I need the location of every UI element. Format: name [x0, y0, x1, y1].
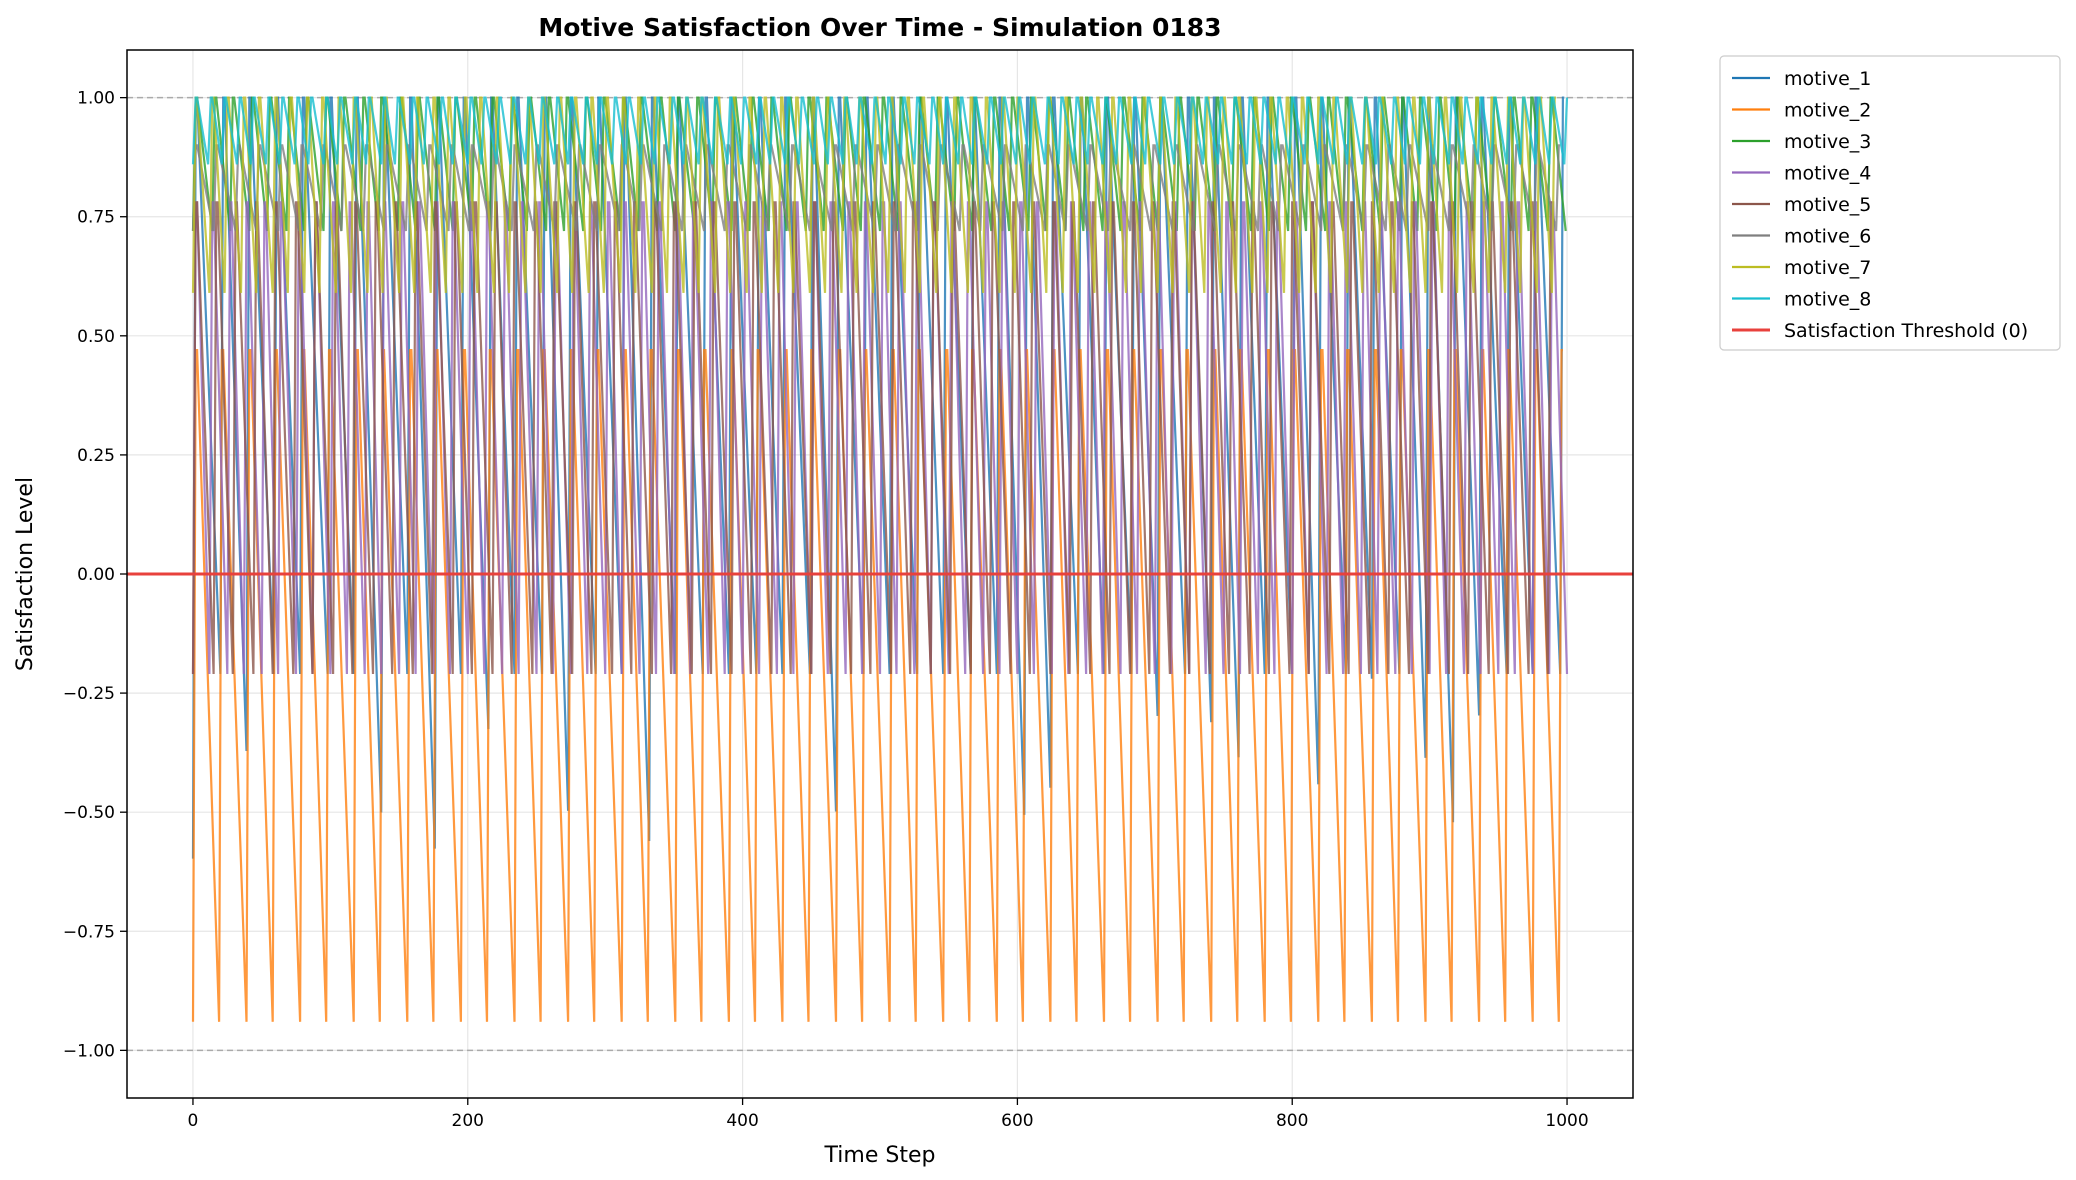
x-tick-label: 1000: [1545, 1111, 1588, 1131]
series-line-motive_2: [191, 349, 1563, 1022]
y-tick-label: −0.50: [63, 803, 115, 823]
y-axis-ticks: 1.00 0.75 0.50 0.25 0.00 −0.25 −0.50 −0.75 −1.00: [63, 89, 127, 1061]
series-lines: [191, 96, 1569, 1022]
y-tick-label: −0.25: [63, 684, 115, 704]
y-tick-label: 0.50: [77, 327, 115, 347]
legend-label: motive_3: [1784, 131, 1871, 153]
legend-label: Satisfaction Threshold (0): [1784, 320, 2028, 342]
y-tick-label: 0.00: [77, 565, 115, 585]
legend-label: motive_7: [1784, 257, 1871, 279]
y-tick-label: −0.75: [63, 922, 115, 942]
y-tick-label: 0.25: [77, 446, 115, 466]
x-tick-label: 0: [188, 1111, 199, 1131]
series-line-motive_8: [191, 96, 1569, 165]
x-axis-ticks: 0 200 400 600 800 1000: [188, 1098, 1589, 1131]
x-tick-label: 400: [726, 1111, 758, 1131]
chart-title: Motive Satisfaction Over Time - Simulati…: [538, 13, 1221, 42]
legend-label: motive_8: [1784, 289, 1871, 311]
legend-label: motive_6: [1784, 226, 1871, 248]
x-tick-label: 800: [1276, 1111, 1308, 1131]
series-line-motive_4: [191, 201, 1569, 675]
legend: motive_1 motive_2 motive_3 motive_4 motive_5…: [1719, 55, 2061, 351]
legend-box: [1719, 55, 2061, 351]
legend-label: motive_1: [1784, 68, 1871, 90]
y-tick-label: 0.75: [77, 208, 115, 228]
y-tick-label: 1.00: [77, 89, 115, 109]
x-tick-label: 600: [1001, 1111, 1033, 1131]
legend-label: motive_5: [1784, 194, 1871, 216]
y-tick-label: −1.00: [63, 1041, 115, 1061]
x-tick-label: 200: [452, 1111, 484, 1131]
y-axis-label: Satisfaction Level: [13, 477, 38, 671]
legend-label: motive_2: [1784, 100, 1871, 122]
x-axis-label: Time Step: [824, 1143, 936, 1168]
legend-label: motive_4: [1784, 163, 1871, 185]
